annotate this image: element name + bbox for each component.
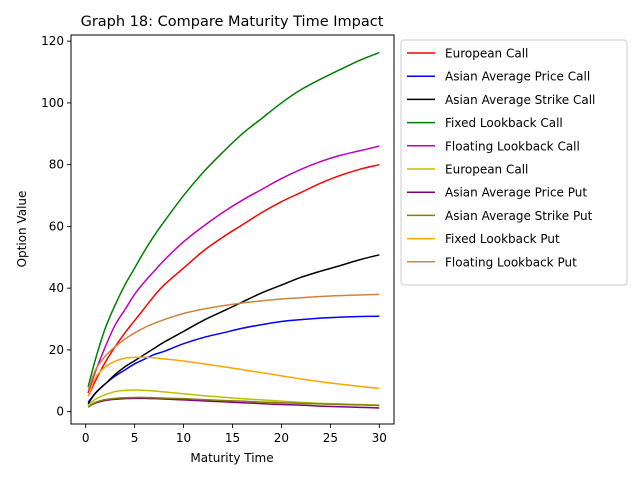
legend-items: European Call Asian Average Price Call Asi…	[407, 47, 595, 269]
legend-label: Asian Average Price Put	[445, 186, 587, 200]
x-tick-label: 0	[82, 431, 90, 445]
y-tick-label: 40	[49, 281, 64, 295]
legend-item: Floating Lookback Call	[407, 139, 580, 153]
x-tick-label: 20	[274, 431, 289, 445]
x-tick-label: 15	[225, 431, 240, 445]
legend-label: Fixed Lookback Call	[445, 116, 563, 130]
y-tick-label: 60	[49, 219, 64, 233]
series-line-1	[87, 163, 380, 397]
plot-frame	[70, 34, 395, 425]
y-axis-label: Option Value	[15, 191, 29, 268]
legend-label: European Call	[445, 47, 528, 61]
legend-label: European Call	[445, 163, 528, 177]
series-line-5	[87, 145, 380, 394]
legend-item: European Call	[407, 47, 528, 61]
legend-label: Asian Average Price Call	[445, 70, 590, 84]
legend-label: Floating Lookback Put	[445, 255, 577, 269]
series-line-3	[87, 254, 380, 405]
series-line-9	[87, 356, 380, 397]
legend-item: Fixed Lookback Call	[407, 116, 563, 130]
legend-label: Asian Average Strike Put	[445, 209, 593, 223]
x-tick-label: 5	[131, 431, 139, 445]
chart-title: Graph 18: Compare Maturity Time Impact	[81, 14, 384, 30]
y-tick-label: 20	[49, 343, 64, 357]
legend-frame	[400, 39, 628, 286]
legend-label: Floating Lookback Call	[445, 139, 580, 153]
y-tick-label: 120	[41, 34, 64, 48]
legend-label: Fixed Lookback Put	[445, 232, 560, 246]
series-line-8	[87, 396, 380, 408]
legend-item: Asian Average Price Put	[407, 186, 587, 200]
legend-item: Fixed Lookback Put	[407, 232, 560, 246]
legend: European Call Asian Average Price Call Asi…	[400, 39, 628, 286]
y-tick-label: 80	[49, 158, 64, 172]
y-tick-label: 0	[56, 405, 64, 419]
y-tick-label: 100	[41, 96, 64, 110]
legend-label: Asian Average Strike Call	[445, 93, 595, 107]
legend-item: Asian Average Strike Put	[407, 209, 593, 223]
x-tick-label: 25	[323, 431, 338, 445]
legend-item: Floating Lookback Put	[407, 255, 577, 269]
y-axis: 0 20 40 60 80 100 120	[41, 34, 71, 419]
series-line-10	[87, 293, 380, 391]
plot-lines	[87, 51, 380, 409]
x-tick-label: 10	[176, 431, 191, 445]
series-line-4	[87, 51, 380, 388]
series-line-2	[87, 315, 380, 403]
legend-item: Asian Average Strike Call	[407, 93, 595, 107]
x-axis-label: Maturity Time	[190, 451, 273, 465]
legend-item: European Call	[407, 163, 528, 177]
x-axis: 0 5 10 15 20 25 30	[82, 424, 387, 445]
legend-item: Asian Average Price Call	[407, 70, 590, 84]
x-tick-label: 30	[372, 431, 387, 445]
series-line-7	[87, 397, 380, 409]
